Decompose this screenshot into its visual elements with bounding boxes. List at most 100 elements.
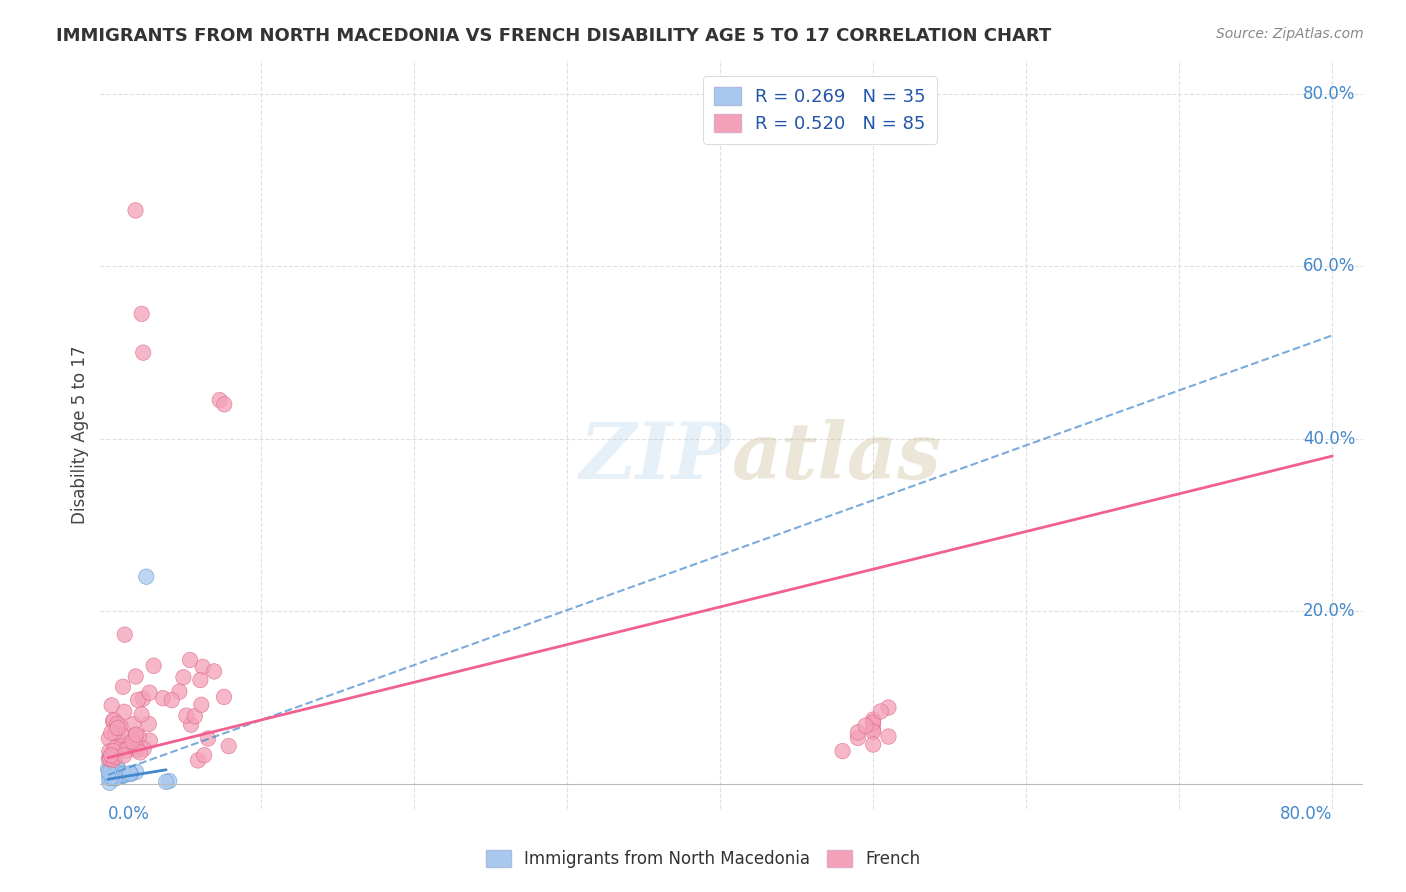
Ellipse shape [115, 768, 131, 783]
Ellipse shape [107, 749, 122, 764]
Text: atlas: atlas [731, 418, 942, 495]
Ellipse shape [131, 729, 146, 745]
Ellipse shape [128, 736, 143, 752]
Ellipse shape [201, 731, 215, 747]
Ellipse shape [101, 752, 117, 767]
Y-axis label: Disability Age 5 to 17: Disability Age 5 to 17 [72, 345, 89, 524]
Ellipse shape [139, 569, 153, 584]
Ellipse shape [110, 758, 125, 774]
Ellipse shape [866, 722, 880, 737]
Ellipse shape [217, 397, 232, 412]
Ellipse shape [125, 734, 141, 749]
Ellipse shape [105, 748, 121, 764]
Ellipse shape [866, 714, 880, 731]
Ellipse shape [105, 752, 121, 767]
Ellipse shape [195, 659, 211, 674]
Ellipse shape [101, 749, 117, 764]
Ellipse shape [129, 727, 143, 742]
Ellipse shape [121, 736, 136, 752]
Ellipse shape [110, 716, 125, 731]
Text: 80.0%: 80.0% [1303, 85, 1355, 103]
Ellipse shape [101, 731, 117, 747]
Ellipse shape [165, 692, 180, 708]
Ellipse shape [835, 743, 851, 759]
Ellipse shape [105, 714, 121, 729]
Ellipse shape [114, 727, 129, 742]
Ellipse shape [128, 669, 143, 684]
Ellipse shape [118, 737, 134, 753]
Ellipse shape [141, 716, 156, 731]
Ellipse shape [104, 770, 120, 785]
Ellipse shape [107, 767, 122, 782]
Ellipse shape [111, 761, 127, 777]
Ellipse shape [880, 729, 896, 744]
Ellipse shape [851, 731, 866, 746]
Ellipse shape [880, 699, 896, 715]
Ellipse shape [193, 673, 208, 688]
Ellipse shape [115, 679, 131, 695]
Ellipse shape [128, 739, 143, 755]
Ellipse shape [117, 747, 132, 764]
Ellipse shape [103, 763, 118, 779]
Ellipse shape [101, 764, 117, 780]
Ellipse shape [101, 775, 117, 790]
Ellipse shape [124, 766, 139, 781]
Ellipse shape [117, 704, 132, 720]
Ellipse shape [866, 724, 880, 739]
Ellipse shape [122, 765, 138, 781]
Ellipse shape [115, 734, 131, 750]
Ellipse shape [107, 724, 122, 740]
Ellipse shape [134, 306, 149, 322]
Ellipse shape [135, 691, 150, 706]
Ellipse shape [176, 670, 191, 685]
Ellipse shape [104, 725, 120, 740]
Text: IMMIGRANTS FROM NORTH MACEDONIA VS FRENCH DISABILITY AGE 5 TO 17 CORRELATION CHA: IMMIGRANTS FROM NORTH MACEDONIA VS FRENC… [56, 27, 1052, 45]
Ellipse shape [110, 765, 125, 781]
Ellipse shape [114, 768, 129, 784]
Ellipse shape [107, 756, 122, 772]
Ellipse shape [207, 664, 222, 679]
Ellipse shape [101, 744, 117, 759]
Ellipse shape [866, 715, 880, 731]
Ellipse shape [136, 741, 152, 756]
Ellipse shape [183, 652, 198, 668]
Ellipse shape [851, 724, 866, 740]
Ellipse shape [172, 684, 187, 699]
Ellipse shape [105, 713, 121, 728]
Ellipse shape [183, 717, 198, 732]
Ellipse shape [107, 766, 122, 781]
Legend: R = 0.269   N = 35, R = 0.520   N = 85: R = 0.269 N = 35, R = 0.520 N = 85 [703, 76, 936, 144]
Ellipse shape [111, 763, 127, 778]
Text: 20.0%: 20.0% [1303, 602, 1355, 620]
Ellipse shape [190, 753, 205, 768]
Ellipse shape [105, 743, 121, 759]
Ellipse shape [187, 708, 202, 724]
Text: 80.0%: 80.0% [1279, 805, 1333, 823]
Ellipse shape [115, 766, 131, 782]
Ellipse shape [107, 771, 122, 786]
Ellipse shape [101, 770, 117, 786]
Ellipse shape [873, 704, 889, 719]
Ellipse shape [117, 627, 132, 642]
Ellipse shape [108, 771, 124, 786]
Ellipse shape [127, 716, 141, 732]
Ellipse shape [105, 770, 121, 785]
Ellipse shape [866, 712, 880, 727]
Ellipse shape [159, 774, 174, 789]
Ellipse shape [128, 728, 142, 743]
Ellipse shape [112, 767, 127, 783]
Ellipse shape [120, 738, 135, 753]
Text: 60.0%: 60.0% [1303, 258, 1355, 276]
Ellipse shape [132, 745, 148, 760]
Ellipse shape [110, 720, 125, 736]
Ellipse shape [124, 739, 139, 755]
Ellipse shape [142, 685, 157, 700]
Ellipse shape [128, 202, 143, 219]
Ellipse shape [103, 768, 118, 783]
Text: 0.0%: 0.0% [108, 805, 150, 823]
Ellipse shape [212, 392, 228, 408]
Text: Source: ZipAtlas.com: Source: ZipAtlas.com [1216, 27, 1364, 41]
Ellipse shape [131, 692, 146, 707]
Ellipse shape [104, 768, 120, 784]
Ellipse shape [221, 739, 236, 754]
